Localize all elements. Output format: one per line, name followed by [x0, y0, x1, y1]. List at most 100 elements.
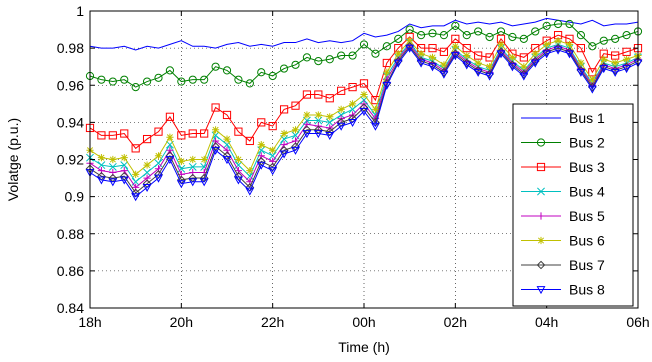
data-point	[439, 31, 449, 40]
y-tick-labels: 0.84 0.86 0.88 0.9 0.92 0.94 0.96 0.98 1	[57, 3, 84, 316]
data-point	[211, 62, 220, 71]
data-point	[189, 155, 197, 164]
data-point	[279, 150, 289, 159]
data-point	[291, 101, 300, 110]
data-point	[622, 47, 631, 56]
y-tick-label: 0.88	[57, 226, 84, 242]
series-line	[89, 34, 639, 150]
data-point	[96, 176, 106, 185]
data-point	[359, 79, 369, 88]
data-point	[154, 73, 163, 82]
data-point	[177, 157, 185, 165]
data-point	[610, 68, 620, 77]
data-point	[428, 29, 437, 38]
data-point	[394, 34, 403, 43]
data-point	[269, 146, 277, 154]
data-point	[291, 126, 300, 134]
data-point	[576, 44, 586, 53]
data-point	[280, 129, 288, 138]
data-point	[245, 136, 254, 146]
data-point	[143, 168, 152, 177]
data-point	[360, 90, 368, 99]
data-point	[143, 161, 151, 169]
data-point	[451, 34, 460, 43]
legend-item: Bus 1	[521, 110, 605, 126]
data-point	[234, 155, 243, 164]
data-point	[371, 96, 380, 105]
data-point	[108, 131, 117, 140]
data-point	[370, 122, 380, 131]
legend-label: Bus 6	[569, 233, 605, 249]
series-layer	[85, 17, 643, 202]
data-point	[451, 42, 459, 50]
y-tick-label: 0.84	[57, 300, 84, 316]
data-point	[326, 113, 334, 121]
data-point	[416, 31, 426, 40]
data-point	[120, 154, 128, 162]
data-point	[97, 161, 106, 170]
data-point	[119, 176, 129, 185]
data-point	[222, 156, 232, 165]
y-tick-label: 0.96	[57, 77, 84, 93]
data-point	[599, 65, 609, 74]
legend-marker	[536, 162, 546, 172]
data-point	[611, 51, 620, 60]
data-point	[200, 129, 209, 138]
data-point	[211, 103, 220, 112]
data-point	[142, 77, 152, 86]
x-axis-label: Time (h)	[338, 339, 390, 355]
series-line	[89, 17, 639, 51]
data-point	[622, 31, 631, 40]
data-point	[279, 105, 289, 114]
data-point	[519, 53, 528, 62]
data-point	[497, 40, 505, 49]
data-point	[120, 129, 129, 138]
data-point	[382, 81, 392, 90]
data-point	[348, 51, 357, 60]
data-point	[530, 59, 540, 68]
data-point	[211, 131, 220, 140]
data-point	[268, 121, 277, 131]
data-point	[223, 140, 231, 149]
data-point	[245, 187, 255, 196]
data-point	[131, 193, 141, 202]
data-point	[428, 44, 437, 53]
legend-item: Bus 4	[521, 184, 605, 200]
y-tick-label: 0.92	[57, 152, 84, 168]
data-point	[485, 63, 494, 71]
legend-item: Bus 3	[521, 159, 605, 175]
data-point	[622, 55, 631, 63]
x-tick-label: 22h	[261, 314, 284, 330]
data-point	[223, 135, 231, 143]
data-point	[211, 146, 221, 155]
data-point	[314, 116, 323, 125]
y-tick-label: 0.98	[57, 40, 84, 56]
data-point	[257, 146, 266, 155]
legend-label: Bus 7	[569, 257, 605, 273]
data-point	[611, 34, 620, 43]
data-point	[257, 68, 266, 77]
data-point	[394, 50, 402, 58]
data-point	[131, 83, 140, 92]
data-point	[165, 66, 175, 75]
legend-item: Bus 5	[521, 208, 605, 224]
data-point	[611, 59, 619, 67]
data-point	[336, 122, 346, 131]
data-point	[439, 70, 449, 79]
data-point	[382, 58, 391, 68]
data-point	[496, 50, 506, 59]
data-point	[302, 90, 312, 99]
data-point	[154, 127, 163, 136]
x-tick-label: 04h	[535, 314, 558, 330]
data-point	[165, 112, 175, 121]
data-point	[371, 49, 380, 58]
data-point	[450, 52, 460, 61]
data-point	[325, 94, 334, 103]
series-line	[89, 45, 639, 194]
x-tick-label: 20h	[170, 314, 193, 330]
data-point	[245, 172, 254, 181]
data-point	[383, 68, 391, 76]
data-point	[314, 57, 323, 66]
data-point	[359, 40, 369, 49]
legend-box	[512, 103, 634, 307]
